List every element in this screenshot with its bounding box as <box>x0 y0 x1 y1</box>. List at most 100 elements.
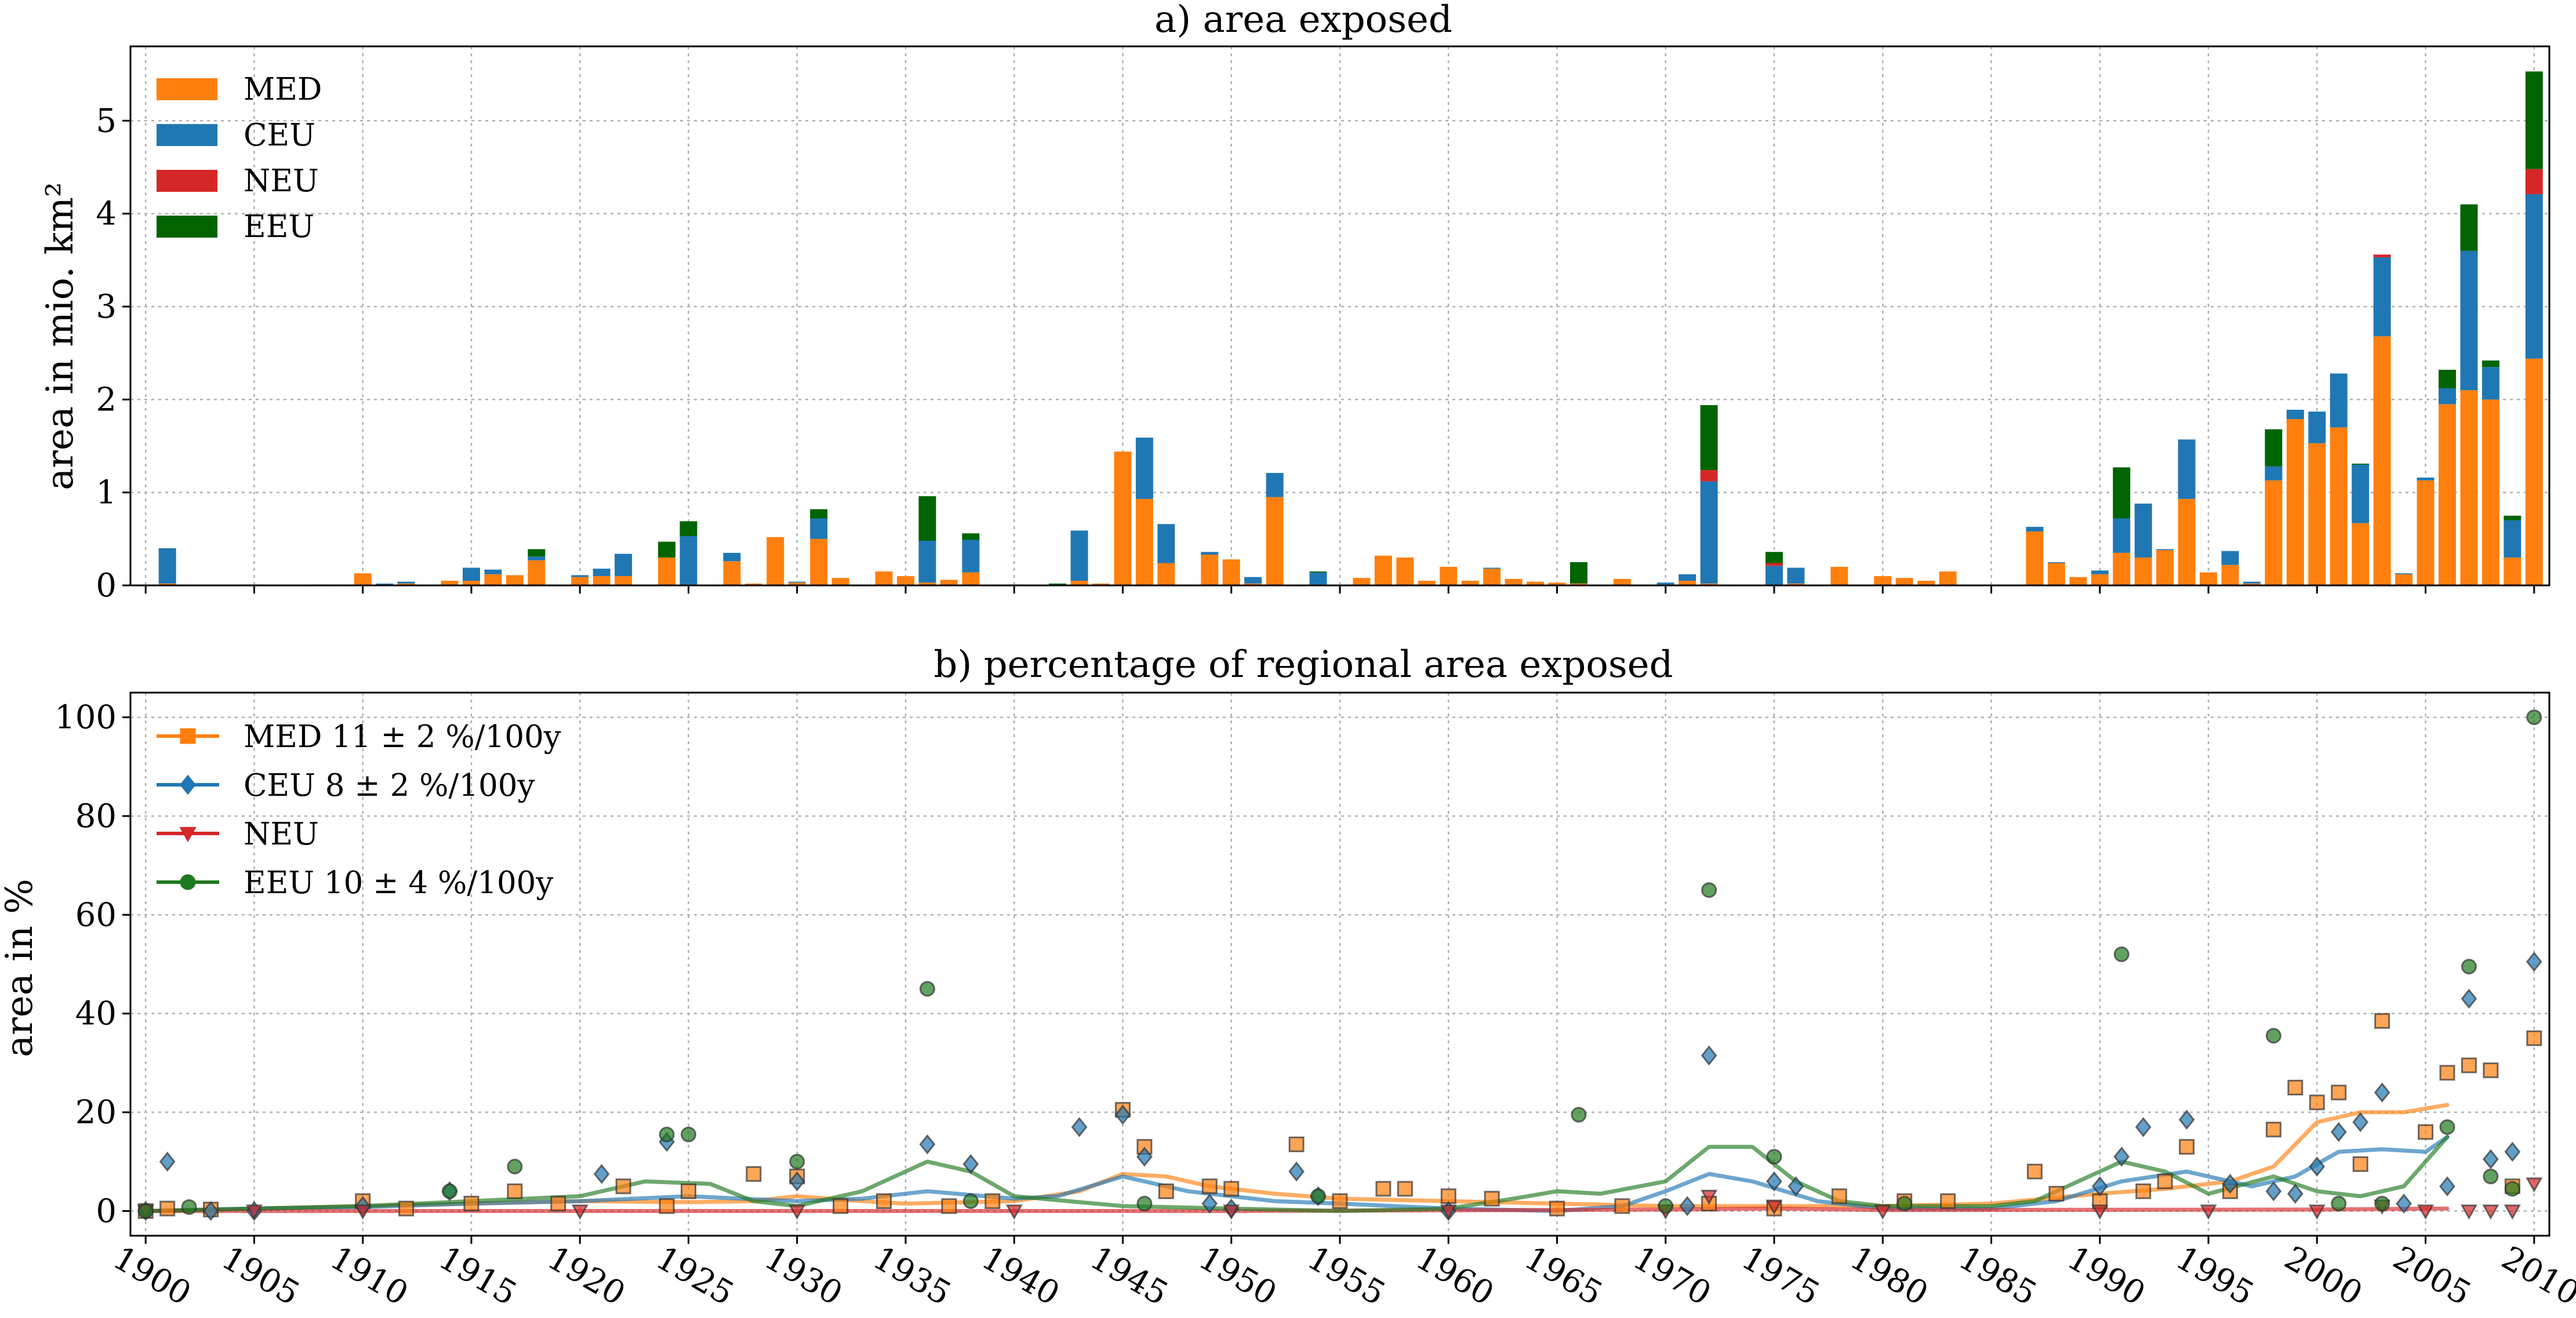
bar-med-1968 <box>1613 578 1631 585</box>
panel-a-ytick-label: 4 <box>96 195 117 233</box>
bar-ceu-1988 <box>2047 562 2065 563</box>
bar-med-1999 <box>2286 418 2304 585</box>
legend-b-marker-ceu <box>180 774 196 795</box>
legend-a-swatch-eeu <box>157 216 217 238</box>
bar-ceu-2004 <box>2395 573 2413 574</box>
bar-eeu-1966 <box>1569 562 1587 584</box>
legend-b-marker-med <box>180 728 196 744</box>
bar-med-1943 <box>1070 580 1088 585</box>
legend-a-swatch-med <box>157 78 217 100</box>
bar-ceu-1997 <box>2243 581 2261 584</box>
bar-neu-2010 <box>2525 169 2543 194</box>
panel-a-xaxis <box>144 585 2535 594</box>
bar-med-1912 <box>397 583 415 585</box>
bar-med-2008 <box>2481 399 2499 585</box>
point-ceu-2009 <box>2504 1141 2521 1162</box>
panel-a-ytick-label: 1 <box>96 474 117 512</box>
point-med-1978 <box>1831 1188 1847 1204</box>
point-med-1988 <box>2048 1186 2065 1202</box>
legend-b-label-ceu: CEU 8 ± 2 %/100y <box>244 768 535 803</box>
bar-med-1972 <box>1700 583 1718 585</box>
bar-med-1958 <box>1396 557 1414 585</box>
point-med-1919 <box>550 1196 566 1212</box>
point-med-1983 <box>1940 1193 1956 1209</box>
point-eeu-1972 <box>1701 882 1717 898</box>
legend-a-label-eeu: EEU <box>244 209 314 245</box>
legend-b-label-med: MED 11 ± 2 %/100y <box>244 719 561 755</box>
bar-med-1950 <box>1222 559 1240 585</box>
point-eeu-2006 <box>2439 1119 2455 1135</box>
bar-ceu-1943 <box>1070 530 1088 581</box>
bar-ceu-1930 <box>788 581 806 583</box>
bar-med-1922 <box>615 576 633 585</box>
point-med-1993 <box>2157 1173 2173 1189</box>
point-ceu-1994 <box>2178 1109 2195 1130</box>
point-eeu-2009 <box>2504 1181 2520 1197</box>
point-ceu-1938 <box>962 1154 979 1174</box>
bar-ceu-1931 <box>810 518 828 539</box>
bar-med-1991 <box>2113 552 2131 585</box>
point-ceu-1936 <box>919 1134 936 1155</box>
point-ceu-1953 <box>1288 1161 1305 1182</box>
point-ceu-1976 <box>1787 1176 1804 1197</box>
bar-ceu-1922 <box>615 554 633 576</box>
point-ceu-1998 <box>2265 1181 2282 1202</box>
bar-ceu-1971 <box>1678 574 1696 581</box>
smooth-line-eeu <box>143 1135 2450 1213</box>
panel-b-scatter-points <box>137 709 2543 1221</box>
bar-med-2010 <box>2525 358 2543 585</box>
panel-a-frame <box>129 45 2550 587</box>
point-eeu-1900 <box>137 1203 154 1219</box>
legend-a-label-med: MED <box>244 72 322 107</box>
point-ceu-2001 <box>2330 1122 2347 1142</box>
panel-b-ytick-label: 80 <box>75 798 117 835</box>
point-ceu-1949 <box>1201 1193 1218 1214</box>
bar-eeu-1938 <box>962 533 980 540</box>
panel-b-ylabel: area in % <box>0 879 41 1057</box>
point-neu-2000 <box>2308 1204 2326 1220</box>
bar-ceu-2000 <box>2308 412 2326 443</box>
bar-ceu-2006 <box>2439 388 2456 405</box>
point-neu-1960 <box>1440 1204 1457 1220</box>
panel-a-ylabel: area in mio. km² <box>39 182 82 490</box>
bar-eeu-1924 <box>658 541 676 558</box>
point-neu-2007 <box>2460 1204 2477 1220</box>
bar-ceu-1901 <box>158 548 176 584</box>
bar-ceu-1925 <box>680 536 697 585</box>
panel-b-frame <box>129 691 2550 1237</box>
point-eeu-2007 <box>2461 959 2477 975</box>
bar-med-1947 <box>1157 563 1175 585</box>
bar-med-1995 <box>2200 572 2218 585</box>
bar-med-1989 <box>2069 577 2087 585</box>
bar-ceu-2007 <box>2460 250 2478 391</box>
point-eeu-2008 <box>2483 1168 2499 1185</box>
point-eeu-2001 <box>2331 1196 2347 1212</box>
point-eeu-1981 <box>1896 1196 1913 1212</box>
point-ceu-1903 <box>202 1201 219 1221</box>
bar-ceu-1911 <box>376 583 394 585</box>
bar-ceu-1918 <box>528 556 546 560</box>
point-ceu-2010 <box>2526 951 2542 972</box>
legend-a-swatch-neu <box>157 170 217 192</box>
panel-b-yaxis: 0 20 40 60 80 100 <box>55 699 130 1230</box>
bar-ceu-1998 <box>2265 466 2283 480</box>
bar-med-2005 <box>2417 480 2435 585</box>
bar-med-1915 <box>462 580 480 585</box>
bar-med-1998 <box>2265 480 2283 585</box>
bar-ceu-1993 <box>2156 549 2174 551</box>
point-med-1939 <box>984 1193 1001 1209</box>
legend-b-marker-eeu <box>180 874 196 890</box>
bar-eeu-2006 <box>2439 370 2456 389</box>
point-med-2002 <box>2352 1156 2368 1172</box>
point-eeu-1917 <box>507 1159 523 1175</box>
bar-med-1921 <box>593 576 611 585</box>
point-eeu-1925 <box>680 1126 696 1142</box>
point-eeu-1946 <box>1136 1196 1153 1212</box>
point-eeu-2010 <box>2526 709 2542 726</box>
bar-med-2009 <box>2504 557 2521 585</box>
bar-med-1929 <box>766 537 784 585</box>
bar-med-1964 <box>1527 581 1545 585</box>
bar-ceu-1992 <box>2134 503 2152 558</box>
point-eeu-1991 <box>2113 946 2130 962</box>
bar-med-2003 <box>2373 336 2391 585</box>
